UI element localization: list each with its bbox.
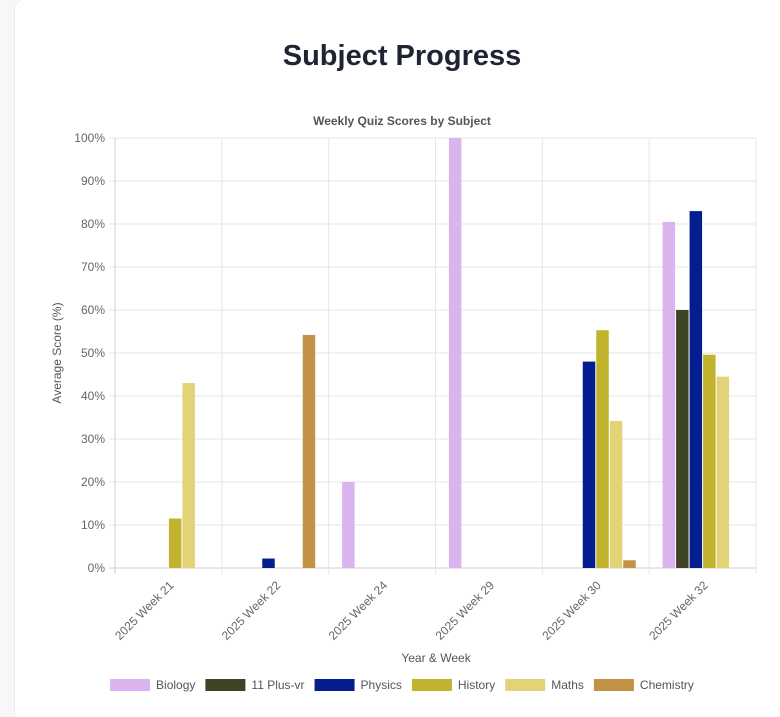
bar-chemistry bbox=[623, 560, 636, 568]
y-tick-label: 40% bbox=[81, 389, 105, 403]
y-tick-label: 20% bbox=[81, 475, 105, 489]
legend-swatch bbox=[314, 679, 355, 691]
x-tick-label: 2025 Week 21 bbox=[112, 578, 177, 643]
y-tick-label: 100% bbox=[74, 131, 105, 145]
bar-maths bbox=[716, 376, 730, 568]
bar-history bbox=[596, 330, 609, 568]
legend-swatch bbox=[205, 679, 246, 691]
bar-history bbox=[168, 518, 182, 568]
legend-label: 11 Plus-vr bbox=[251, 678, 304, 692]
x-tick-label: 2025 Week 30 bbox=[539, 578, 604, 643]
page-title: Subject Progress bbox=[282, 40, 522, 72]
y-tick-label: 70% bbox=[81, 260, 105, 274]
x-tick-label: 2025 Week 32 bbox=[646, 578, 711, 643]
legend-item[interactable]: History bbox=[411, 678, 495, 692]
chart-bars bbox=[168, 138, 730, 568]
bar-biology bbox=[662, 221, 676, 568]
legend-label: Maths bbox=[551, 678, 584, 692]
x-tick-label: 2025 Week 24 bbox=[326, 578, 391, 643]
bar-physics bbox=[689, 211, 703, 568]
chart-legend: Biology 11 Plus-vr Physics History Maths Chem… bbox=[110, 678, 694, 692]
x-axis-label: Year & Week bbox=[401, 651, 471, 665]
y-axis-label: Average Score (%) bbox=[50, 302, 64, 403]
bar-biology bbox=[342, 482, 355, 568]
legend-label: Chemistry bbox=[640, 678, 694, 692]
chart-grid bbox=[109, 137, 757, 574]
legend-swatch bbox=[110, 679, 151, 691]
y-tick-label: 0% bbox=[88, 561, 106, 575]
bar-maths bbox=[609, 420, 623, 568]
legend-item[interactable]: Biology bbox=[110, 678, 195, 692]
bar-physics bbox=[582, 361, 596, 568]
chart-title: Weekly Quiz Scores by Subject bbox=[313, 114, 491, 128]
legend-swatch bbox=[505, 679, 546, 691]
chart-card bbox=[14, 0, 780, 717]
legend-item[interactable]: 11 Plus-vr bbox=[205, 678, 305, 692]
bar-chemistry bbox=[302, 334, 316, 568]
y-tick-label: 80% bbox=[81, 217, 105, 231]
legend-label: History bbox=[458, 678, 495, 692]
x-tick-label: 2025 Week 22 bbox=[219, 578, 284, 643]
y-tick-label: 30% bbox=[81, 432, 105, 446]
legend-item[interactable]: Physics bbox=[314, 678, 402, 692]
y-tick-label: 60% bbox=[81, 303, 105, 317]
x-axis-ticks: 2025 Week 21 2025 Week 22 2025 Week 24 2025… bbox=[112, 578, 711, 643]
legend-label: Biology bbox=[156, 678, 195, 692]
bar-biology bbox=[448, 138, 462, 568]
y-tick-label: 50% bbox=[81, 346, 105, 360]
y-tick-label: 90% bbox=[81, 174, 105, 188]
legend-item[interactable]: Maths bbox=[505, 678, 584, 692]
legend-item[interactable]: Chemistry bbox=[593, 678, 694, 692]
legend-swatch bbox=[593, 679, 634, 691]
x-tick-label: 2025 Week 29 bbox=[433, 578, 498, 643]
y-tick-label: 10% bbox=[81, 518, 105, 532]
bar-history bbox=[703, 354, 716, 568]
legend-label: Physics bbox=[361, 678, 402, 692]
bar-maths bbox=[182, 383, 195, 568]
y-axis-ticks: 0% 10% 20% 30% 40% 50% 60% 70% 80% 90% 100% bbox=[74, 131, 105, 575]
bar-11-plus-vr bbox=[676, 310, 689, 568]
legend-swatch bbox=[411, 679, 452, 691]
bar-physics bbox=[262, 558, 275, 568]
